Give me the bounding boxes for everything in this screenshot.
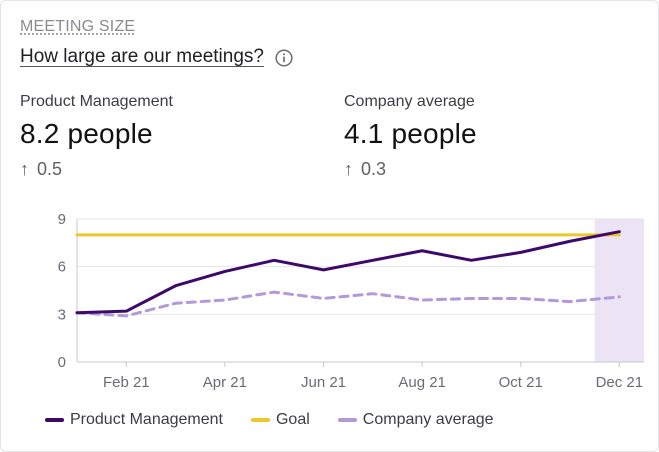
question-title[interactable]: How large are our meetings?: [20, 46, 264, 67]
chart-legend: Product Management Goal Company average: [45, 411, 522, 429]
legend-swatch: [45, 418, 64, 422]
section-eyebrow[interactable]: MEETING SIZE: [20, 18, 136, 35]
legend-item-goal[interactable]: Goal: [250, 411, 310, 429]
metric-value: 8.2 people: [20, 118, 153, 149]
y-tick-label: 9: [58, 211, 66, 228]
x-tick-label: Apr 21: [203, 374, 247, 391]
arrow-up-icon: ↑: [344, 159, 353, 179]
legend-swatch: [250, 418, 270, 422]
legend-label: Product Management: [70, 411, 223, 428]
legend-item-product-management[interactable]: Product Management: [45, 411, 223, 429]
metric-label: Company average: [344, 93, 475, 110]
info-icon[interactable]: [275, 49, 293, 67]
line-chart[interactable]: 0 3 6 9 Feb 21 Apr 21 Jun 21 Aug 21 Oct 21 Dec 21: [1, 206, 658, 396]
series-line-company-average: [75, 290, 621, 318]
y-tick-label: 3: [58, 306, 66, 323]
metric-delta-value: 0.3: [361, 159, 387, 179]
x-tick-label: Jun 21: [301, 374, 346, 391]
metric-delta: ↑ 0.5: [20, 159, 173, 180]
legend-label: Company average: [362, 411, 494, 428]
arrow-up-icon: ↑: [20, 159, 29, 179]
legend-swatch: [337, 418, 357, 422]
legend-label: Goal: [275, 411, 310, 428]
metric-delta: ↑ 0.3: [344, 159, 477, 180]
metric-value: 4.1 people: [344, 118, 477, 149]
y-tick-label: 0: [58, 354, 66, 371]
question-row: How large are our meetings?: [20, 46, 293, 68]
highlight-band: [594, 219, 644, 362]
metric-label: Product Management: [20, 93, 173, 110]
series-line-product-management: [75, 230, 621, 315]
y-tick-label: 6: [58, 259, 66, 276]
x-tick-label: Feb 21: [103, 374, 150, 391]
legend-item-company-average[interactable]: Company average: [337, 411, 494, 429]
metric-product-management: Product Management 8.2 people ↑ 0.5: [20, 93, 173, 180]
x-tick-label: Dec 21: [596, 374, 644, 391]
metric-company-average: Company average 4.1 people ↑ 0.3: [344, 93, 477, 180]
metric-delta-value: 0.5: [37, 159, 63, 179]
x-tick-label: Oct 21: [499, 374, 543, 391]
x-tick-label: Aug 21: [398, 374, 446, 391]
